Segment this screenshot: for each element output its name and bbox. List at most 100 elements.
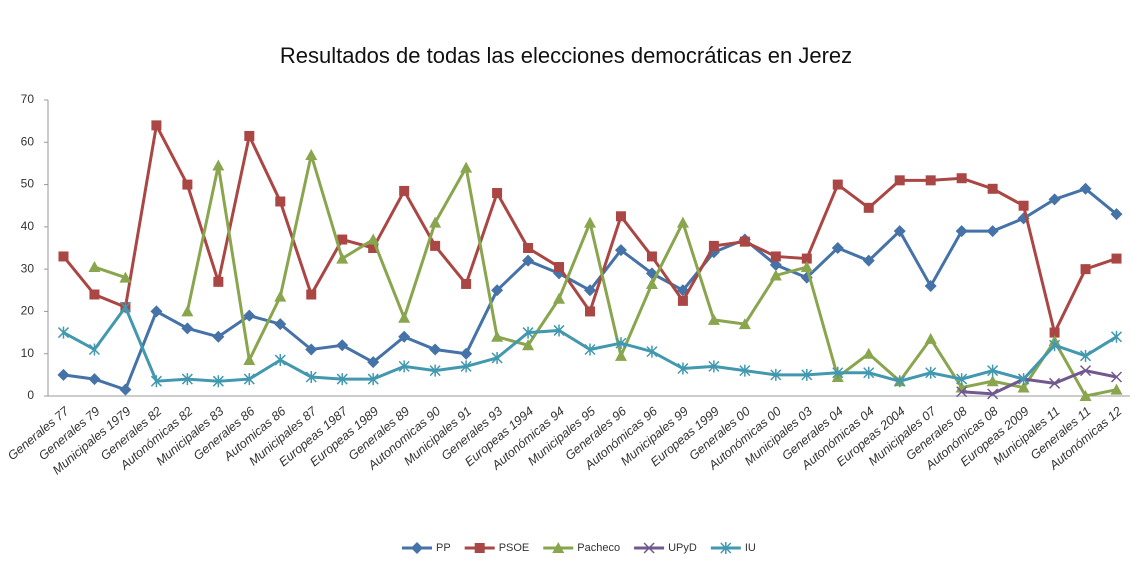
marker [306, 289, 317, 300]
marker [862, 347, 875, 359]
marker [274, 290, 287, 302]
marker [336, 252, 349, 264]
marker [274, 318, 287, 331]
marker [863, 366, 875, 379]
marker [119, 271, 132, 283]
marker [367, 233, 380, 245]
marker [243, 354, 256, 366]
marker [708, 240, 719, 251]
marker [738, 318, 751, 330]
marker [925, 366, 937, 379]
marker [925, 175, 936, 186]
marker [1110, 208, 1123, 221]
y-tick-label: 10 [21, 346, 35, 360]
marker [213, 276, 224, 287]
marker [986, 225, 999, 238]
marker [584, 343, 596, 356]
marker [57, 326, 70, 339]
marker [182, 179, 193, 190]
marker [151, 120, 162, 131]
marker [243, 309, 256, 322]
marker [645, 277, 658, 289]
marker [336, 339, 349, 352]
legend-label: IU [745, 542, 756, 554]
legend-label: PSOE [499, 542, 530, 554]
marker [770, 368, 782, 381]
marker [863, 202, 874, 213]
marker [398, 360, 410, 373]
marker [119, 383, 132, 396]
marker [646, 251, 657, 262]
marker [554, 262, 565, 273]
marker [430, 240, 441, 251]
marker [987, 183, 998, 194]
marker [614, 244, 627, 257]
marker [1079, 182, 1092, 195]
marker [212, 159, 225, 171]
marker [1080, 365, 1092, 377]
y-tick-label: 60 [21, 134, 35, 148]
marker [801, 253, 812, 264]
marker [88, 261, 101, 273]
marker [119, 301, 131, 314]
marker [398, 311, 411, 323]
marker [894, 175, 905, 186]
marker [58, 251, 69, 262]
marker [411, 542, 423, 554]
marker [720, 542, 732, 554]
marker [460, 161, 473, 173]
marker [429, 216, 442, 228]
marker [956, 373, 968, 386]
marker [615, 211, 626, 222]
marker [987, 364, 999, 377]
marker [986, 375, 999, 387]
marker [987, 388, 999, 400]
marker [1018, 373, 1030, 386]
marker [522, 254, 535, 267]
series-line [961, 369, 1117, 396]
marker [677, 295, 688, 306]
marker [801, 368, 813, 381]
marker [584, 284, 596, 297]
marker [708, 360, 720, 373]
marker [552, 542, 565, 553]
marker [924, 332, 937, 344]
marker [460, 360, 472, 373]
marker [88, 343, 100, 356]
marker [894, 375, 906, 388]
marker [676, 216, 689, 228]
marker [739, 236, 750, 247]
marker [956, 173, 967, 184]
marker [274, 354, 286, 367]
marker [1080, 349, 1092, 362]
marker [522, 326, 534, 339]
marker [181, 305, 194, 317]
marker [181, 322, 194, 335]
marker [57, 368, 70, 381]
marker [275, 196, 286, 207]
marker [305, 148, 318, 160]
marker [491, 284, 504, 297]
marker [1018, 200, 1029, 211]
chart-title: Resultados de todas las elecciones democ… [280, 43, 852, 68]
marker [1110, 383, 1123, 395]
marker [460, 347, 473, 360]
marker [336, 373, 348, 386]
marker [491, 351, 503, 364]
y-tick-label: 20 [21, 304, 35, 318]
marker [800, 261, 813, 273]
marker [368, 243, 379, 253]
marker [492, 188, 503, 199]
marker [305, 370, 317, 383]
marker [1111, 253, 1122, 264]
marker [398, 330, 411, 343]
marker [1080, 264, 1091, 275]
y-tick-label: 30 [21, 261, 35, 275]
marker [367, 356, 380, 369]
legend-label: Pacheco [577, 542, 620, 554]
legend-label: PP [436, 542, 451, 554]
marker [584, 216, 596, 228]
marker [88, 373, 101, 386]
marker [1110, 330, 1123, 343]
marker [1079, 390, 1092, 401]
